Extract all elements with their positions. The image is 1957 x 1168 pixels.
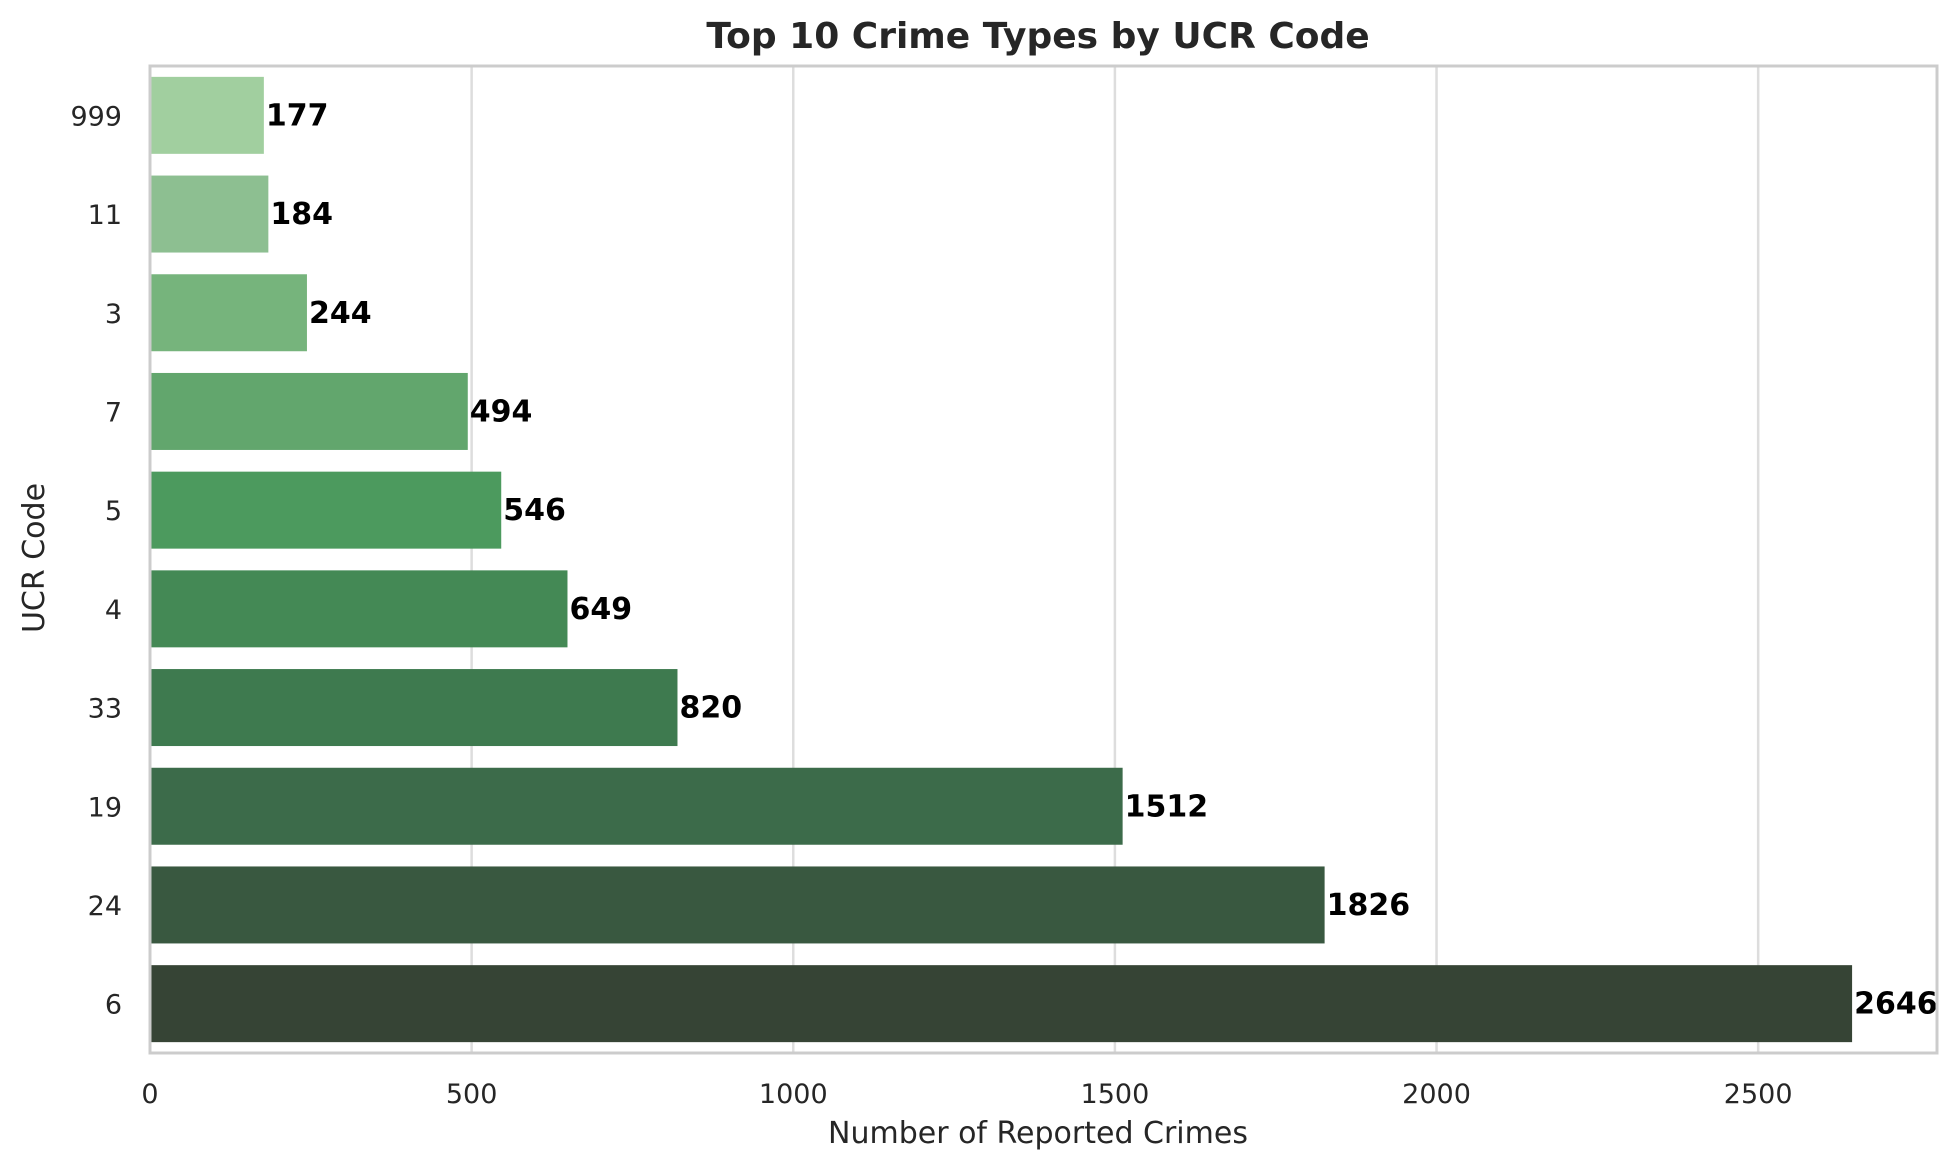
bar-value-label: 2646 (1854, 987, 1938, 1022)
bar-value-label: 1512 (1125, 789, 1209, 824)
bar-value-label: 649 (569, 592, 632, 627)
y-tick-label: 5 (105, 496, 122, 527)
x-axis-title: Number of Reported Crimes (828, 1116, 1248, 1151)
bar (150, 965, 1853, 1043)
plot-frame (148, 64, 1939, 1055)
bar (150, 570, 568, 648)
bar-value-label: 177 (266, 98, 329, 133)
y-tick-label: 33 (88, 694, 122, 725)
bar-value-label: 546 (503, 493, 566, 528)
x-tick-labels: 0 500 1000 1500 2000 2500 (141, 1079, 1792, 1110)
bars (150, 76, 1853, 1043)
y-tick-label: 24 (88, 891, 122, 922)
bar (150, 175, 269, 253)
bar-value-label: 1826 (1327, 888, 1411, 923)
bar-value-label: 244 (309, 296, 372, 331)
bar-value-label: 184 (270, 197, 333, 232)
bar-value-label: 494 (470, 394, 533, 429)
y-tick-label: 19 (88, 792, 122, 823)
bar (150, 866, 1325, 944)
y-axis-title: UCR Code (17, 483, 52, 633)
x-tick-label: 2500 (1724, 1079, 1793, 1110)
bar (150, 76, 264, 154)
x-tick-label: 500 (446, 1079, 498, 1110)
x-tick-label: 1500 (1081, 1079, 1150, 1110)
x-tick-label: 1000 (759, 1079, 828, 1110)
bar (150, 767, 1123, 845)
chart-title: Top 10 Crime Types by UCR Code (706, 16, 1369, 57)
bar (150, 372, 468, 450)
y-tick-label: 4 (105, 595, 122, 626)
y-tick-label: 999 (70, 101, 122, 132)
x-tick-label: 2000 (1402, 1079, 1471, 1110)
bar (150, 471, 502, 549)
y-tick-label: 6 (105, 990, 122, 1021)
data-labels: 177 184 244 494 546 649 820 1512 1826 2646 (266, 98, 1938, 1021)
y-tick-label: 3 (105, 299, 122, 330)
bar (150, 669, 678, 747)
y-tick-label: 11 (88, 200, 122, 231)
x-tick-label: 0 (141, 1079, 158, 1110)
y-tick-label: 7 (105, 397, 122, 428)
y-tick-labels: 999 11 3 7 5 4 33 19 24 6 (70, 101, 122, 1020)
bar (150, 274, 307, 352)
bar-value-label: 820 (679, 691, 742, 726)
